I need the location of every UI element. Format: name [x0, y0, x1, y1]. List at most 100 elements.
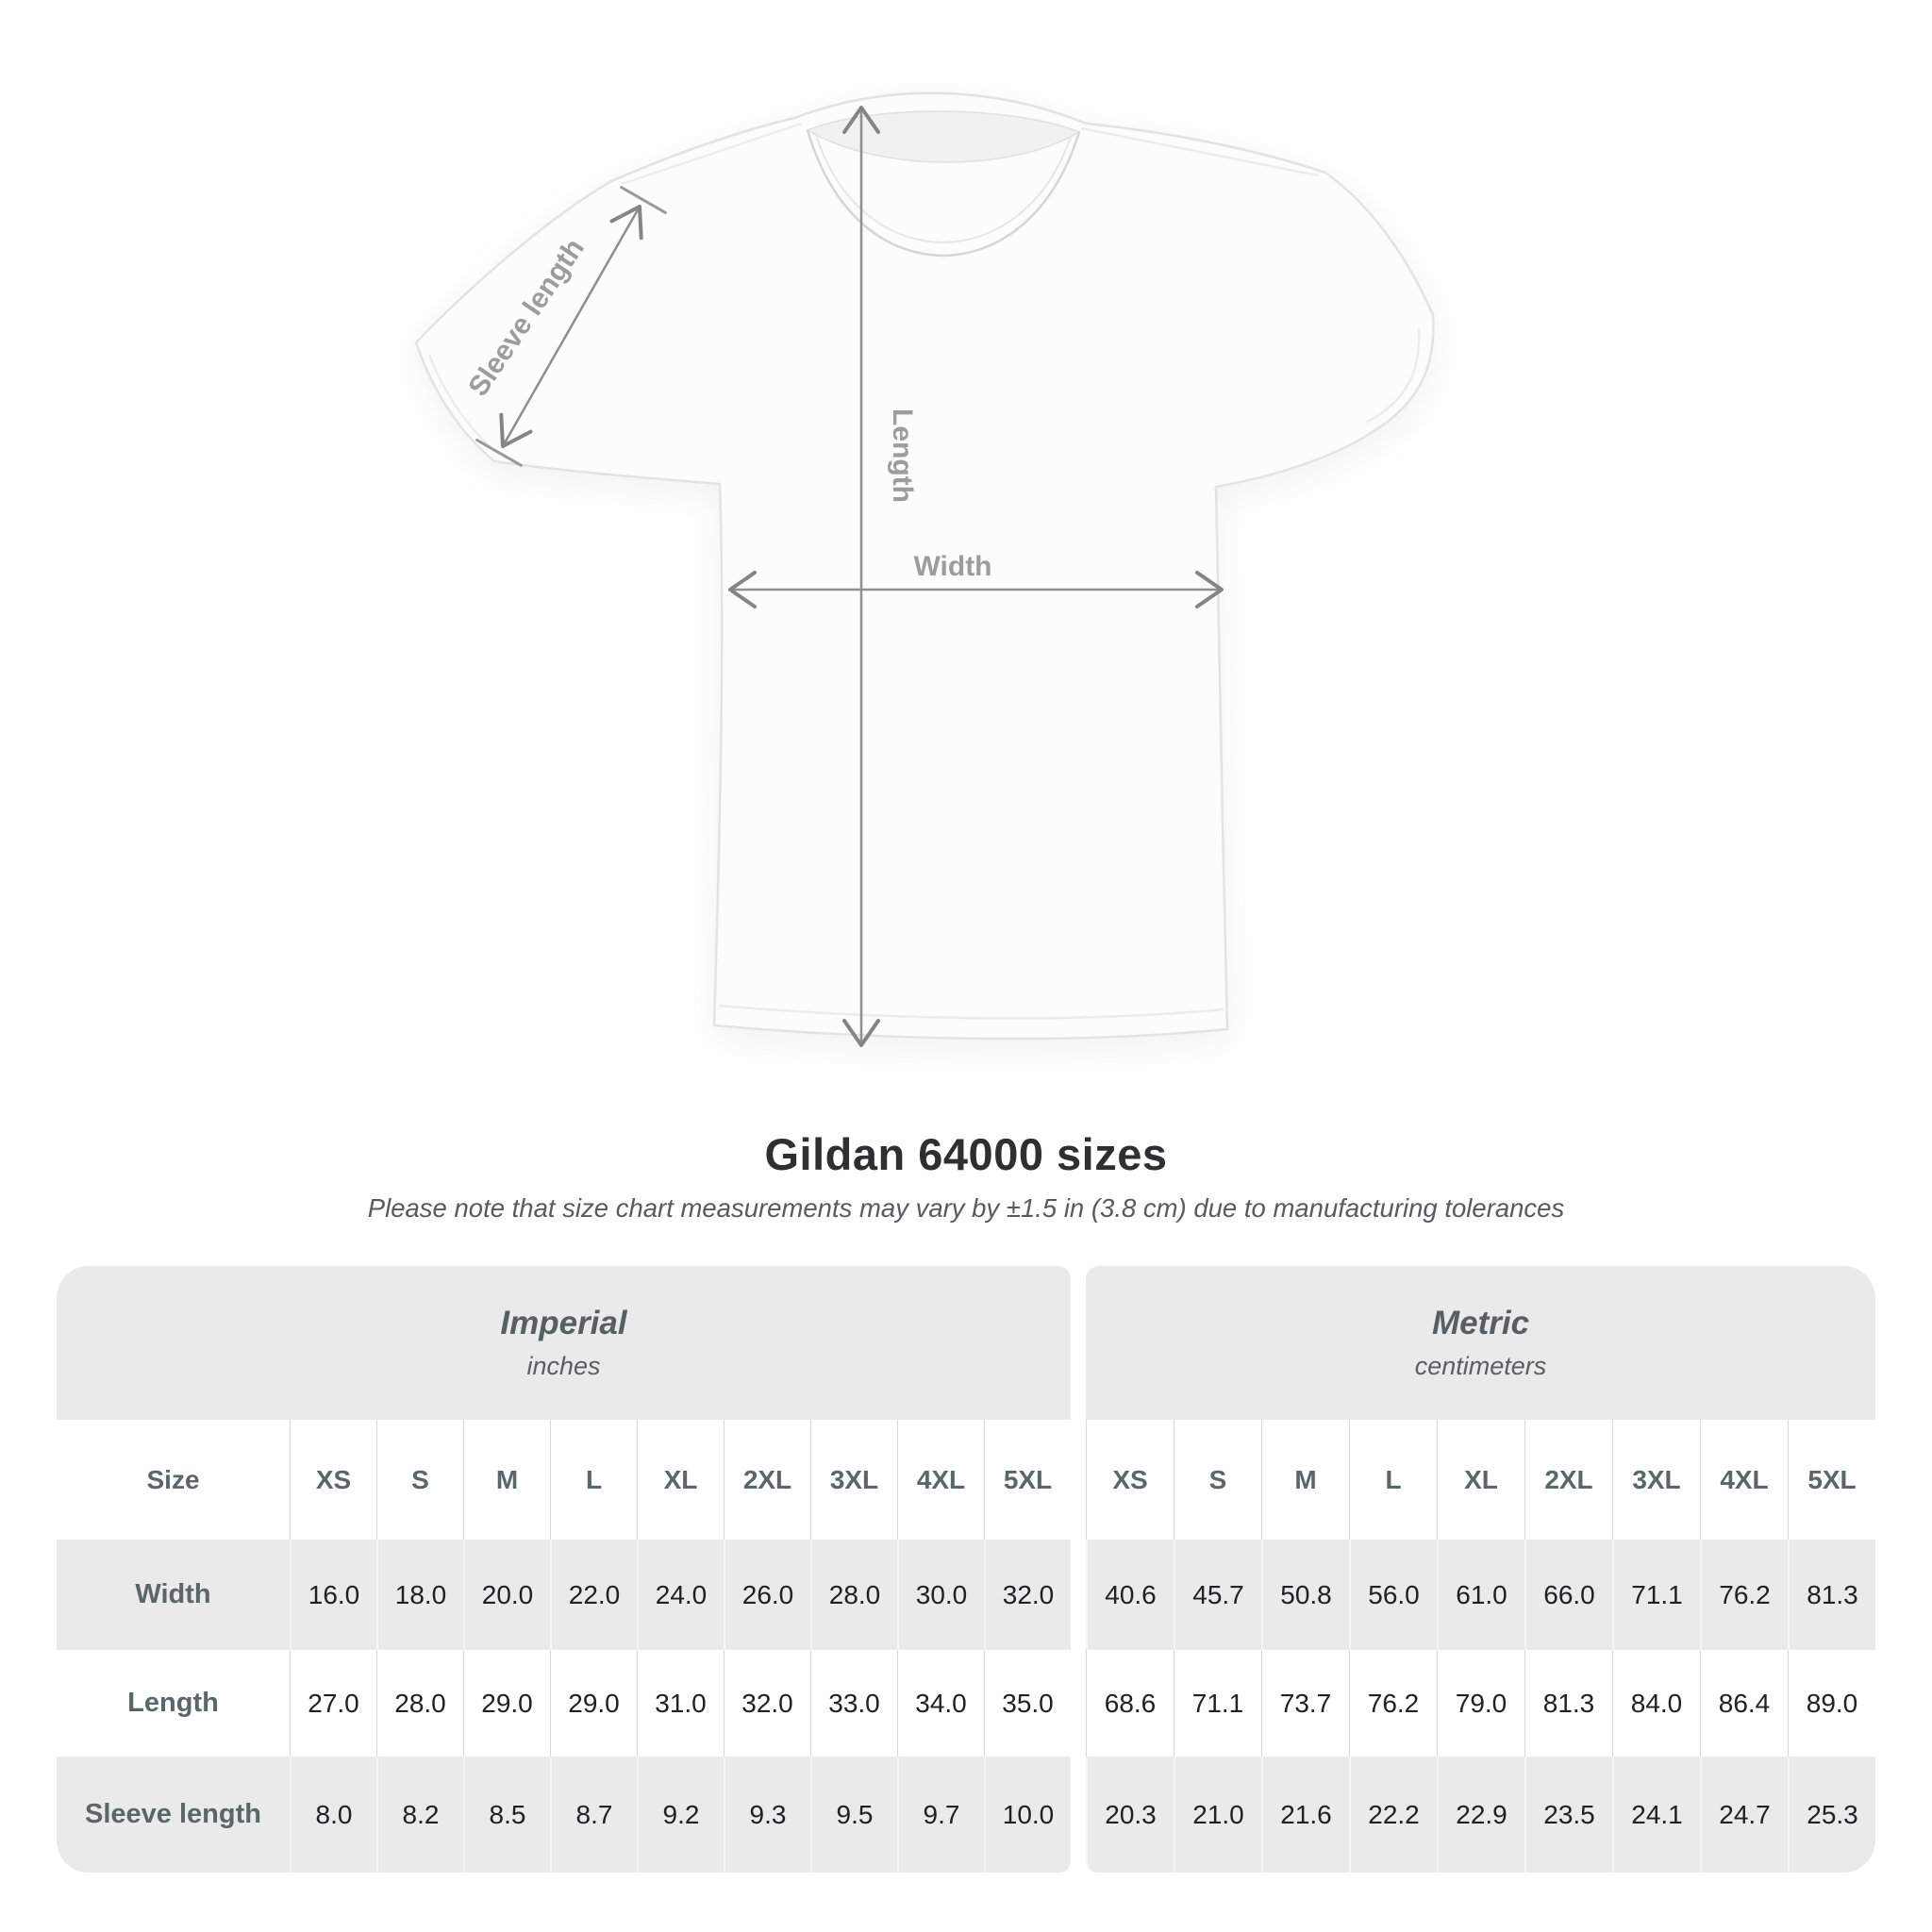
value-cell-metric: 68.6 — [1086, 1650, 1174, 1757]
value-cell-imperial: 8.5 — [463, 1757, 550, 1873]
value-cell-metric: 45.7 — [1174, 1540, 1261, 1650]
size-column-header-imperial: 5XL — [984, 1420, 1071, 1540]
unit-header-gap — [1071, 1266, 1086, 1420]
value-cell-metric: 23.5 — [1524, 1757, 1612, 1873]
value-cell-metric: 61.0 — [1437, 1540, 1524, 1650]
value-cell-imperial: 9.5 — [810, 1757, 897, 1873]
value-cell-imperial: 16.0 — [290, 1540, 376, 1650]
size-column-header-metric: 5XL — [1788, 1420, 1875, 1540]
metric-title: Metric — [1431, 1305, 1530, 1341]
gap-spacer — [1071, 1650, 1086, 1757]
value-cell-imperial: 34.0 — [897, 1650, 984, 1757]
length-arrow-top-icon — [842, 106, 880, 134]
row-label: Length — [127, 1688, 219, 1718]
value-cell-metric: 20.3 — [1086, 1757, 1174, 1873]
size-column-header-imperial: M — [463, 1420, 550, 1540]
value-cell-imperial: 31.0 — [637, 1650, 724, 1757]
size-column-header-imperial: XL — [637, 1420, 724, 1540]
sleeve-tick-hem — [475, 439, 523, 467]
value-cell-imperial: 35.0 — [984, 1650, 1071, 1757]
width-arrow-left-icon — [728, 571, 757, 608]
value-cell-metric: 76.2 — [1349, 1650, 1437, 1757]
left-shoulder-seam — [621, 122, 803, 186]
value-cell-metric: 40.6 — [1086, 1540, 1174, 1650]
sleeve-dimension-line — [501, 206, 641, 447]
imperial-title: Imperial — [500, 1305, 627, 1341]
size-column-header-imperial: 3XL — [810, 1420, 897, 1540]
value-cell-imperial: 18.0 — [376, 1540, 463, 1650]
size-column-header-imperial: 4XL — [897, 1420, 984, 1540]
value-cell-metric: 56.0 — [1349, 1540, 1437, 1650]
value-cell-imperial: 8.2 — [376, 1757, 463, 1873]
value-cell-imperial: 8.0 — [290, 1757, 376, 1873]
value-cell-metric: 21.0 — [1174, 1757, 1261, 1873]
sleeve-tick-shoulder — [620, 186, 667, 214]
size-column-header-metric: XL — [1437, 1420, 1524, 1540]
value-cell-imperial: 33.0 — [810, 1650, 897, 1757]
value-cell-imperial: 30.0 — [897, 1540, 984, 1650]
value-cell-imperial: 29.0 — [463, 1650, 550, 1757]
value-cell-metric: 66.0 — [1524, 1540, 1612, 1650]
value-cell-metric: 24.1 — [1612, 1757, 1700, 1873]
value-cell-metric: 21.6 — [1261, 1757, 1349, 1873]
size-column-header-imperial: S — [376, 1420, 463, 1540]
gap-spacer — [1071, 1757, 1086, 1873]
size-column-header-metric: L — [1349, 1420, 1437, 1540]
value-cell-imperial: 10.0 — [984, 1757, 1071, 1873]
value-cell-imperial: 20.0 — [463, 1540, 550, 1650]
size-column-header-metric: 4XL — [1700, 1420, 1788, 1540]
sleeve-arrow-bottom-icon — [499, 412, 533, 448]
value-cell-imperial: 9.3 — [724, 1757, 810, 1873]
width-dimension-label: Width — [913, 551, 991, 582]
metric-header: Metric centimeters — [1086, 1266, 1875, 1420]
size-column-header-metric: S — [1174, 1420, 1261, 1540]
value-cell-imperial: 9.7 — [897, 1757, 984, 1873]
size-column-header-metric: 2XL — [1524, 1420, 1612, 1540]
size-column-header-metric: XS — [1086, 1420, 1174, 1540]
page-subtitle: Please note that size chart measurements… — [367, 1193, 1565, 1223]
length-arrow-bottom-icon — [842, 1019, 880, 1047]
value-cell-imperial: 28.0 — [810, 1540, 897, 1650]
collar-stitch-line — [814, 131, 1073, 244]
value-cell-imperial: 32.0 — [724, 1650, 810, 1757]
value-cell-imperial: 26.0 — [724, 1540, 810, 1650]
row-label: Width — [57, 1540, 290, 1650]
value-cell-imperial: 28.0 — [376, 1650, 463, 1757]
size-column-header-metric: 3XL — [1612, 1420, 1700, 1540]
value-cell-metric: 22.2 — [1349, 1757, 1437, 1873]
page-title: Gildan 64000 sizes — [764, 1129, 1168, 1179]
sleeve-arrow-top-icon — [609, 205, 643, 241]
size-header-label: Size — [146, 1464, 200, 1494]
imperial-unit: inches — [526, 1352, 601, 1380]
value-cell-imperial: 29.0 — [550, 1650, 637, 1757]
value-cell-metric: 50.8 — [1261, 1540, 1349, 1650]
value-cell-metric: 81.3 — [1788, 1540, 1875, 1650]
tshirt-measurement-diagram: Length Width Sleeve length — [414, 92, 1435, 1047]
row-label: Sleeve length — [57, 1757, 290, 1873]
right-shoulder-seam — [1080, 126, 1319, 177]
tshirt-body — [414, 92, 1435, 1041]
collar-neckline — [806, 129, 1081, 258]
length-dimension-label: Length — [887, 408, 918, 503]
value-cell-metric: 76.2 — [1700, 1540, 1788, 1650]
imperial-header: Imperial inches — [57, 1266, 1071, 1420]
bottom-hem-seam — [718, 1004, 1224, 1020]
width-arrow-right-icon — [1195, 571, 1224, 608]
size-column-header-imperial: L — [550, 1420, 637, 1540]
value-cell-imperial: 27.0 — [290, 1650, 376, 1757]
value-cell-metric: 25.3 — [1788, 1757, 1875, 1873]
value-cell-metric: 84.0 — [1612, 1650, 1700, 1757]
heading-block: Gildan 64000 sizes Please note that size… — [0, 1128, 1932, 1224]
value-cell-imperial: 24.0 — [637, 1540, 724, 1650]
size-column-header-imperial: XS — [290, 1420, 376, 1540]
size-column-header-imperial: 2XL — [724, 1420, 810, 1540]
metric-unit: centimeters — [1414, 1352, 1547, 1380]
value-cell-metric: 79.0 — [1437, 1650, 1524, 1757]
value-cell-metric: 71.1 — [1612, 1540, 1700, 1650]
size-column-header-metric: M — [1261, 1420, 1349, 1540]
gap-spacer — [1071, 1540, 1086, 1650]
value-cell-imperial: 9.2 — [637, 1757, 724, 1873]
right-sleeve-hem-seam — [1365, 327, 1421, 425]
value-cell-metric: 24.7 — [1700, 1757, 1788, 1873]
